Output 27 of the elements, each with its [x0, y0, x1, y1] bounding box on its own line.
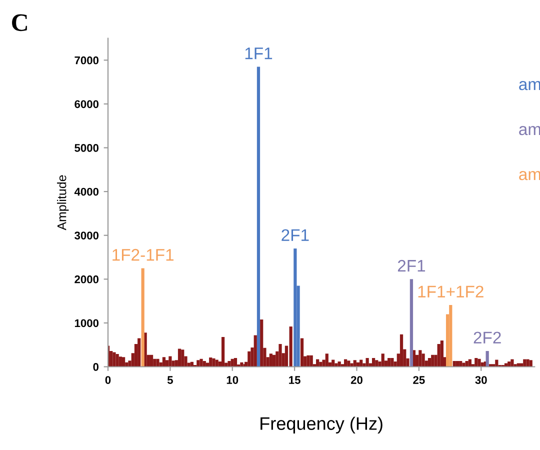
series-label: 1F1: [245, 48, 272, 60]
y-tick-label: 0: [93, 363, 99, 371]
x-tick-label: 15: [289, 376, 300, 384]
annotation: am: [519, 81, 540, 90]
x-axis-title: Frequency (Hz): [260, 416, 382, 434]
y-tick-label: 5000: [74, 144, 99, 152]
y-tick-label: 7000: [74, 56, 99, 64]
series-label: 2F1: [282, 229, 309, 241]
y-tick-label: 4000: [74, 188, 99, 196]
chart-title: C: [12, 14, 27, 32]
y-tick-label: 1000: [74, 319, 99, 328]
annotation: am: [519, 126, 540, 136]
series-label: 1F2-1F1: [112, 248, 174, 261]
y-axis-title: Amplitude: [57, 175, 69, 230]
x-tick-label: 5: [167, 376, 173, 384]
x-tick-label: 0: [105, 376, 111, 384]
x-tick-label: 20: [350, 376, 362, 384]
x-tick-label: 10: [226, 376, 238, 384]
annotation: am: [519, 171, 540, 180]
series-label: 2F1: [398, 260, 426, 272]
x-tick-label: 25: [413, 376, 425, 384]
series-label: 2F2: [474, 332, 501, 344]
y-tick-label: 3000: [74, 232, 99, 240]
x-tick-label: 30: [475, 376, 487, 384]
series-label: 1F1+1F2: [418, 286, 484, 298]
y-tick-label: 6000: [74, 100, 99, 108]
y-tick-label: 2000: [74, 275, 99, 284]
